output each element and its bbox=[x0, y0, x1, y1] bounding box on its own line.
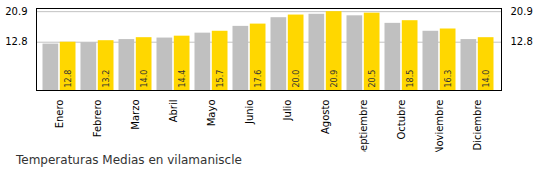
svg-text:12.8: 12.8 bbox=[511, 36, 533, 47]
svg-text:15.7: 15.7 bbox=[216, 70, 225, 88]
svg-text:20.0: 20.0 bbox=[292, 70, 301, 88]
svg-text:Mayo: Mayo bbox=[206, 100, 217, 127]
svg-text:14.4: 14.4 bbox=[178, 70, 187, 88]
svg-text:Diciembre: Diciembre bbox=[472, 100, 483, 151]
svg-text:20.9: 20.9 bbox=[330, 70, 339, 88]
svg-text:20.5: 20.5 bbox=[368, 70, 377, 88]
svg-text:Febrero: Febrero bbox=[92, 100, 103, 138]
svg-text:Junio: Junio bbox=[244, 100, 255, 126]
svg-text:Marzo: Marzo bbox=[130, 100, 141, 130]
svg-text:12.8: 12.8 bbox=[64, 70, 73, 88]
svg-text:13.2: 13.2 bbox=[102, 70, 111, 88]
svg-text:Julio: Julio bbox=[282, 100, 293, 122]
svg-text:Agosto: Agosto bbox=[320, 100, 331, 135]
svg-text:20.9: 20.9 bbox=[511, 6, 533, 17]
svg-text:14.0: 14.0 bbox=[140, 70, 149, 88]
svg-text:14.0: 14.0 bbox=[482, 70, 491, 88]
svg-text:18.5: 18.5 bbox=[406, 70, 415, 88]
svg-text:16.3: 16.3 bbox=[444, 70, 453, 88]
html-text:Temperaturas Medias en vilaman: Temperaturas Medias en vilamaniscle bbox=[16, 153, 242, 167]
svg-text:Abril: Abril bbox=[168, 100, 179, 123]
svg-text:Octubre: Octubre bbox=[396, 100, 407, 140]
svg-text:Noviembre: Noviembre bbox=[434, 100, 445, 153]
svg-text:Septiembre: Septiembre bbox=[358, 100, 369, 153]
svg-text:Enero: Enero bbox=[54, 100, 65, 129]
svg-text:17.6: 17.6 bbox=[254, 70, 263, 88]
svg-text:12.8: 12.8 bbox=[5, 36, 27, 47]
svg-text:20.9: 20.9 bbox=[5, 6, 27, 17]
